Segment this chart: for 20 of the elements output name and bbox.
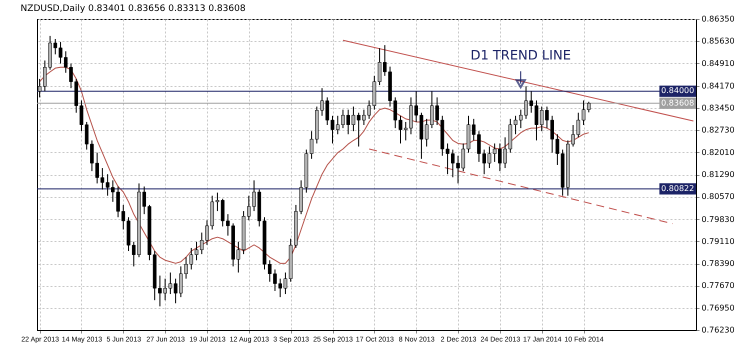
y-tick-label: 0.82010 xyxy=(702,148,735,157)
y-tick-label: 0.78390 xyxy=(702,259,735,268)
annotation: D1 TREND LINE xyxy=(470,48,571,64)
y-tick-label: 0.76950 xyxy=(702,303,735,312)
y-tick-label: 0.77670 xyxy=(702,281,735,290)
ref-line-label: 0.80822 xyxy=(661,184,694,193)
y-tick-label: 0.81290 xyxy=(702,170,735,179)
y-tick-label: 0.84910 xyxy=(702,58,735,68)
ref-line-label: 0.84000 xyxy=(661,86,694,96)
ref-line-label: 0.83608 xyxy=(661,98,694,108)
chart-title: NZDUSD,Daily 0.83401 0.83656 0.83313 0.83608 xyxy=(20,4,246,14)
y-tick-label: 0.82730 xyxy=(702,126,735,135)
y-tick-label: 0.80570 xyxy=(702,192,735,202)
y-tick-label: 0.85630 xyxy=(702,36,735,46)
y-tick-label: 0.86350 xyxy=(702,14,735,24)
y-tick-label: 0.83450 xyxy=(702,104,735,113)
y-tick-label: 0.76230 xyxy=(702,326,735,334)
y-tick-label: 0.79110 xyxy=(702,236,735,246)
y-tick-label: 0.84170 xyxy=(702,81,735,90)
y-tick-label: 0.79830 xyxy=(702,214,735,224)
